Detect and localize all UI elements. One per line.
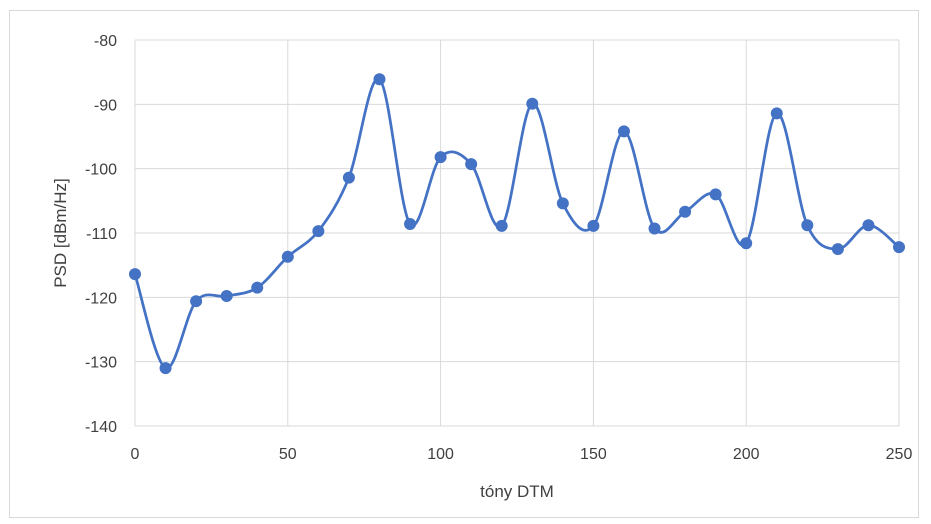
data-point: [648, 222, 661, 235]
y-tick-labels: -80 -90 -100 -110 -120 -130 -140: [85, 33, 117, 436]
x-tick-label: 150: [580, 446, 607, 463]
data-point: [679, 205, 692, 218]
data-point: [465, 158, 478, 171]
data-point: [617, 125, 630, 138]
series-line: [133, 77, 901, 370]
data-point: [404, 217, 417, 230]
y-tick-label: -120: [85, 290, 117, 307]
data-point: [190, 295, 203, 308]
data-point: [342, 171, 355, 184]
data-point: [862, 219, 875, 232]
x-tick-label: 250: [886, 446, 913, 463]
data-point: [495, 219, 508, 232]
series-group: [129, 73, 905, 375]
x-tick-label: 0: [131, 446, 140, 463]
data-point: [770, 107, 783, 120]
data-point: [801, 219, 814, 232]
data-point: [281, 250, 294, 263]
x-tick-label: 100: [427, 446, 454, 463]
x-tick-label: 50: [279, 446, 297, 463]
y-tick-label: -100: [85, 162, 117, 179]
y-tick-label: -130: [85, 355, 117, 372]
data-point: [159, 362, 172, 375]
data-point: [556, 197, 569, 210]
data-point: [893, 241, 905, 254]
y-tick-label: -80: [94, 33, 117, 50]
data-point: [587, 219, 600, 232]
y-tick-label: -90: [94, 97, 117, 114]
x-tick-label: 200: [733, 446, 760, 463]
x-tick-labels: 0 50 100 150 200 250: [131, 446, 913, 463]
chart-frame: [9, 10, 919, 518]
gridlines: [134, 39, 900, 427]
data-point: [373, 73, 386, 86]
data-point: [220, 290, 233, 303]
data-point: [434, 151, 447, 164]
data-point: [251, 281, 264, 294]
data-point: [709, 188, 722, 201]
data-point: [740, 237, 753, 250]
data-point: [129, 268, 141, 281]
y-tick-label: -110: [86, 226, 117, 243]
data-point: [831, 243, 844, 256]
x-axis-title: tóny DTM: [480, 482, 554, 501]
data-point: [526, 97, 539, 110]
data-point: [312, 225, 325, 238]
y-axis-title: PSD [dBm/Hz]: [51, 178, 70, 288]
y-tick-label: -140: [85, 419, 117, 436]
